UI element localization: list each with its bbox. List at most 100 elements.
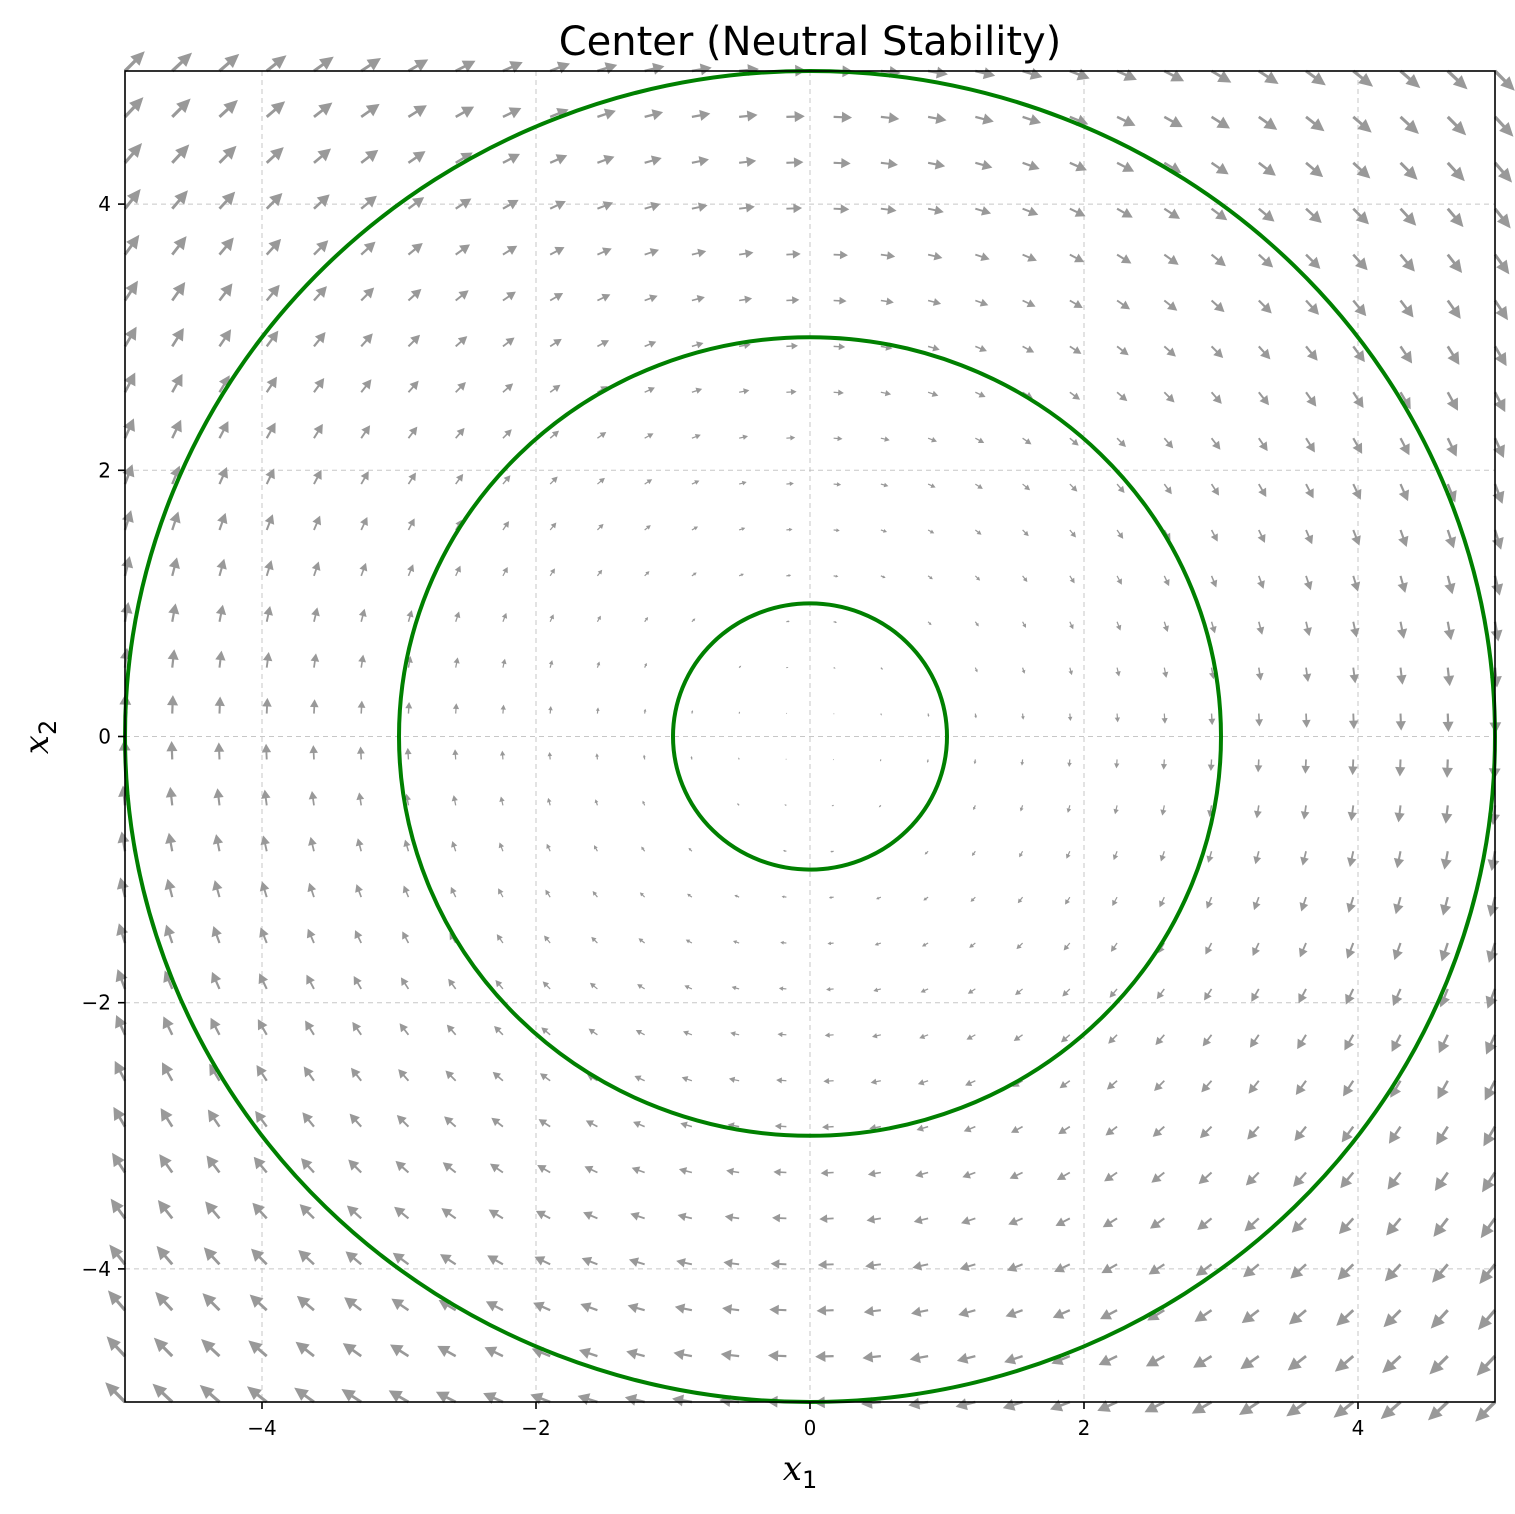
vector-arrow: [1245, 1171, 1260, 1186]
vector-arrow: [257, 1019, 268, 1036]
vector-arrow: [691, 202, 708, 212]
vector-arrow: [259, 927, 269, 944]
vector-arrow: [1300, 851, 1309, 866]
vector-arrow: [156, 1245, 174, 1266]
vector-arrow: [597, 432, 607, 439]
vector-arrow: [1258, 115, 1278, 130]
vector-arrow: [352, 1021, 362, 1036]
vector-arrow: [217, 512, 228, 531]
vector-arrow: [1163, 437, 1174, 449]
vector-arrow: [786, 620, 790, 623]
vector-arrow: [1163, 345, 1176, 357]
vector-arrow: [927, 390, 939, 397]
vector-arrow: [451, 841, 458, 852]
vector-arrow: [1352, 161, 1371, 179]
vector-arrow: [168, 603, 180, 622]
vector-arrow: [1334, 1354, 1355, 1372]
vector-arrow: [1013, 1034, 1023, 1041]
vector-arrow: [246, 1386, 268, 1404]
vector-arrow: [502, 291, 516, 302]
vector-arrow: [1208, 667, 1216, 680]
vector-arrow: [1113, 805, 1119, 815]
vector-arrow: [1433, 1217, 1449, 1237]
vector-arrow: [1097, 1400, 1118, 1412]
vector-arrow: [360, 425, 371, 439]
vector-arrow: [1191, 1400, 1213, 1414]
vector-arrow: [833, 343, 846, 351]
vector-arrow: [405, 656, 413, 668]
vector-arrow: [1154, 1080, 1165, 1091]
vector-arrow: [350, 1067, 362, 1082]
vector-arrow: [1380, 1400, 1402, 1420]
vector-arrow: [955, 1398, 976, 1411]
vector-arrow: [927, 112, 947, 124]
vector-arrow: [215, 604, 227, 622]
vector-arrow: [1151, 1171, 1165, 1183]
vector-arrow: [114, 1060, 127, 1082]
vector-arrow: [927, 159, 946, 170]
vector-arrow: [110, 1198, 127, 1220]
vector-arrow: [966, 1034, 976, 1040]
vector-arrow: [878, 804, 882, 808]
vector-arrow: [691, 341, 704, 349]
vector-arrow: [1399, 161, 1418, 180]
vector-arrow: [1337, 1263, 1355, 1281]
vector-arrow: [722, 1304, 740, 1315]
vector-arrow: [1161, 713, 1168, 724]
vector-arrow: [256, 1065, 268, 1082]
vector-arrow: [498, 888, 504, 898]
vector-arrow: [548, 706, 553, 714]
vector-arrow: [123, 234, 140, 256]
vector-arrow: [972, 805, 976, 811]
vector-arrow: [828, 896, 834, 899]
vector-arrow: [1350, 575, 1361, 592]
vector-arrow: [171, 282, 186, 302]
vector-arrow: [727, 1122, 740, 1130]
vector-arrow: [549, 430, 560, 439]
vector-arrow: [731, 985, 740, 991]
vector-arrow: [485, 1301, 504, 1312]
vector-arrow: [880, 343, 893, 351]
vector-arrow: [1069, 621, 1074, 630]
vector-arrow: [1352, 115, 1372, 133]
vector-arrow: [249, 1294, 268, 1312]
vector-arrow: [927, 205, 944, 215]
vector-arrow: [786, 249, 801, 259]
vector-arrow: [113, 1106, 127, 1128]
vector-arrow: [1163, 69, 1185, 82]
vector-arrow: [494, 1025, 504, 1036]
vector-arrow: [1054, 1262, 1071, 1273]
vector-arrow: [738, 480, 747, 486]
vector-arrow: [833, 250, 848, 260]
vector-arrow: [912, 1261, 929, 1271]
vector-arrow: [1305, 207, 1322, 224]
vector-arrow: [547, 751, 553, 760]
vector-arrow: [1491, 575, 1504, 596]
vector-arrow: [1257, 529, 1266, 543]
vector-arrow: [341, 1389, 362, 1404]
vector-arrow: [1343, 1080, 1355, 1097]
vector-arrow: [1300, 805, 1310, 820]
vector-arrow: [1069, 161, 1087, 172]
vector-arrow: [455, 198, 472, 210]
vector-arrow: [720, 1349, 740, 1361]
vector-arrow: [218, 191, 236, 210]
vector-arrow: [303, 1066, 315, 1082]
vector-arrow: [549, 292, 564, 302]
vector-arrow: [596, 569, 603, 577]
vector-arrow: [406, 610, 414, 622]
x-axis-label-subscript: 1: [802, 1466, 817, 1494]
vector-arrow: [313, 102, 333, 119]
vector-arrow: [1162, 621, 1169, 632]
y-tick-label: −2: [82, 991, 111, 1015]
vector-arrow: [454, 611, 461, 622]
vector-arrow: [626, 1348, 645, 1360]
vector-arrow: [634, 1075, 645, 1082]
vector-arrow: [1446, 207, 1464, 228]
vector-arrow: [1022, 206, 1039, 217]
vector-arrow: [1112, 896, 1118, 907]
vector-arrow: [644, 340, 657, 348]
vector-arrow: [866, 1215, 881, 1224]
vector-arrow: [592, 890, 598, 898]
vector-arrow: [734, 894, 740, 898]
